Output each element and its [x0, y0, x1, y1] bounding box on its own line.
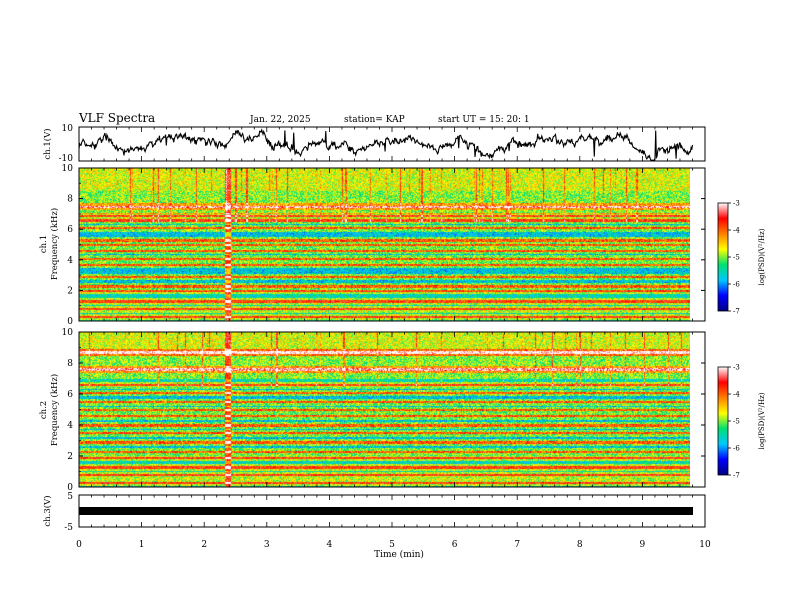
chart-title: VLF Spectra — [78, 111, 155, 125]
colorbar-tick-label: -3 — [733, 364, 740, 372]
ch1-spectrogram-image — [79, 168, 690, 321]
freq-tick-label: 8 — [67, 359, 73, 369]
ch1-waveform-ylabel: ch.1(V) — [42, 128, 53, 159]
ch2-spectrogram-yticks: 0 2 4 6 8 10 — [62, 328, 705, 493]
freq-tick-label: 0 — [67, 483, 73, 493]
ch2-frequency-label: Frequency (kHz) — [49, 374, 60, 446]
colorbar-tick-label: -3 — [733, 200, 740, 208]
time-tick-label: 5 — [389, 540, 395, 550]
ch3-ytick-bottom: -5 — [64, 523, 73, 533]
colorbar-tick-label: -5 — [733, 254, 740, 262]
ch1-waveform-frame — [78, 126, 706, 162]
ch1-colorbar-scale — [717, 202, 729, 312]
colorbar-tick-label: -7 — [733, 308, 740, 316]
ch1-ytick-bottom: -10 — [59, 154, 74, 164]
time-tick-label: 10 — [699, 540, 711, 550]
time-axis-labels: 0 1 2 3 4 5 6 7 8 9 10 — [76, 540, 711, 550]
freq-tick-label: 6 — [67, 225, 73, 235]
time-tick-label: 8 — [577, 540, 583, 550]
time-tick-label: 7 — [514, 540, 520, 550]
ch3-waveform-ylabel: ch.3(V) — [42, 495, 53, 526]
ch1-colorbar-ticks: -3 -4 -5 -6 -7 — [728, 200, 740, 316]
time-tick-label: 1 — [139, 540, 145, 550]
colorbar-tick-label: -6 — [733, 281, 740, 289]
ch1-channel-label: ch.1 — [39, 235, 49, 253]
ch2-spectrogram-panel: 0 2 4 6 8 10 ch.2 Frequency (kHz) — [39, 328, 706, 493]
ch2-channel-label: ch.2 — [39, 401, 49, 419]
colorbar-tick-label: -4 — [733, 227, 740, 235]
freq-tick-label: 2 — [67, 452, 73, 462]
colorbar-tick-label: -4 — [733, 391, 740, 399]
ch2-colorbar-label: log(PSD)(V²/Hz) — [758, 392, 766, 449]
time-tick-label: 3 — [264, 540, 270, 550]
ch1-ytick-top: 10 — [62, 124, 74, 134]
time-tick-label: 9 — [640, 540, 646, 550]
ch2-colorbar-scale — [717, 366, 729, 476]
header-station: station= KAP — [344, 115, 405, 125]
freq-tick-label: 4 — [67, 256, 73, 266]
ch2-spectrogram-image — [79, 332, 690, 487]
ch1-colorbar: -3 -4 -5 -6 -7 log(PSD)(V²/Hz) — [717, 200, 766, 316]
freq-tick-label: 6 — [67, 390, 73, 400]
ch2-colorbar: -3 -4 -5 -6 -7 log(PSD)(V²/Hz) — [717, 364, 766, 480]
ch1-waveform-trace — [78, 128, 694, 161]
ch1-spectrogram-panel: 0 2 4 6 8 10 ch.1 Frequency (kHz) — [39, 164, 706, 327]
time-axis-label: Time (min) — [374, 549, 424, 560]
time-tick-label: 0 — [76, 540, 82, 550]
time-tick-label: 2 — [201, 540, 207, 550]
freq-tick-label: 2 — [67, 286, 73, 296]
time-axis-ticks — [78, 127, 706, 527]
ch1-spectrogram-yticks: 0 2 4 6 8 10 — [62, 164, 705, 327]
ch2-colorbar-ticks: -3 -4 -5 -6 -7 — [728, 364, 740, 480]
colorbar-tick-label: -7 — [733, 472, 740, 480]
ch3-ytick-top: 5 — [67, 492, 73, 502]
colorbar-tick-label: -6 — [733, 445, 740, 453]
freq-tick-label: 8 — [67, 195, 73, 205]
time-tick-label: 4 — [327, 540, 333, 550]
ch3-waveform-trace — [79, 507, 693, 515]
freq-tick-label: 4 — [67, 421, 73, 431]
header-date: Jan. 22, 2025 — [249, 115, 311, 125]
freq-tick-label: 0 — [67, 317, 73, 327]
header-start-time: start UT = 15: 20: 1 — [438, 115, 530, 125]
freq-tick-label: 10 — [62, 164, 74, 174]
ch1-frequency-label: Frequency (kHz) — [49, 208, 60, 280]
colorbar-tick-label: -5 — [733, 418, 740, 426]
freq-tick-label: 10 — [62, 328, 74, 338]
ch1-colorbar-label: log(PSD)(V²/Hz) — [758, 228, 766, 285]
time-tick-label: 6 — [452, 540, 458, 550]
